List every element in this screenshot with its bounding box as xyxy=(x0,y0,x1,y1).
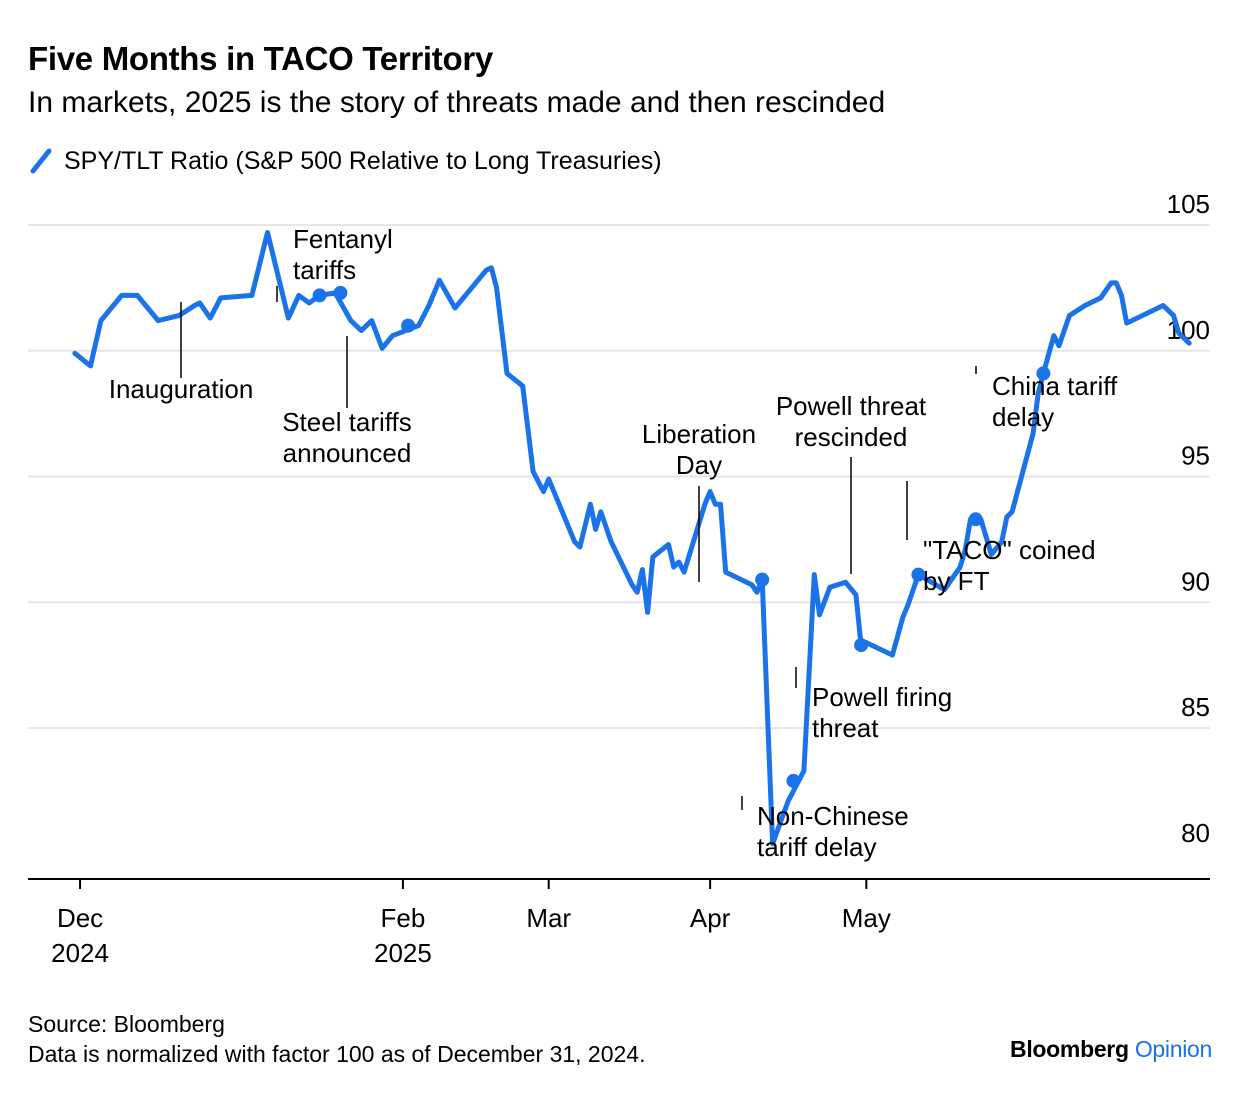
annotation-label: Steel tariffs xyxy=(282,407,412,437)
event-marker xyxy=(333,285,348,300)
normalization-note: Data is normalized with factor 100 as of… xyxy=(28,1041,646,1067)
annotation-label: delay xyxy=(992,402,1054,432)
annotation-label: Day xyxy=(676,450,722,480)
legend-line-icon xyxy=(30,148,52,174)
event-marker xyxy=(854,638,869,653)
annotation-label: "TACO" coined xyxy=(923,535,1096,565)
annotation-label: Liberation xyxy=(642,419,756,449)
legend-label: SPY/TLT Ratio (S&P 500 Relative to Long … xyxy=(64,146,662,175)
annotation-label: Non-Chinese xyxy=(757,801,909,831)
x-tick-label: Dec xyxy=(57,903,103,933)
x-tick-label: 2025 xyxy=(374,938,432,968)
y-tick-label: 105 xyxy=(1167,189,1210,219)
legend: SPY/TLT Ratio (S&P 500 Relative to Long … xyxy=(28,146,662,176)
event-marker xyxy=(312,288,327,303)
event-marker xyxy=(911,567,926,582)
brand-logo: Bloomberg Opinion xyxy=(1010,1036,1212,1063)
event-marker xyxy=(968,512,983,527)
annotation-label: Inauguration xyxy=(109,374,254,404)
annotation-label: Powell threat xyxy=(776,391,927,421)
annotation-label: Fentanyl xyxy=(293,224,393,254)
x-tick-label: 2024 xyxy=(51,938,109,968)
x-tick-label: Feb xyxy=(381,903,426,933)
source-note: Source: Bloomberg xyxy=(28,1011,225,1037)
annotation-label: by FT xyxy=(923,566,990,596)
chart-subtitle: In markets, 2025 is the story of threats… xyxy=(28,86,886,119)
annotation-label: tariff delay xyxy=(757,832,876,862)
x-tick-label: May xyxy=(842,903,891,933)
brand-accent: Opinion xyxy=(1134,1036,1212,1062)
event-marker xyxy=(755,572,770,587)
annotation-label: announced xyxy=(283,438,412,468)
y-tick-label: 90 xyxy=(1181,566,1210,596)
event-marker xyxy=(401,318,416,333)
y-tick-label: 80 xyxy=(1181,818,1210,848)
y-tick-label: 85 xyxy=(1181,692,1210,722)
x-tick-label: Mar xyxy=(526,903,571,933)
annotation-label: threat xyxy=(812,713,879,743)
annotation-label: tariffs xyxy=(293,255,356,285)
brand-main: Bloomberg xyxy=(1010,1036,1129,1062)
chart-title: Five Months in TACO Territory xyxy=(28,40,493,77)
event-marker xyxy=(1036,366,1051,381)
y-tick-label: 95 xyxy=(1181,441,1210,471)
annotation-label: China tariff xyxy=(992,371,1118,401)
x-tick-label: Apr xyxy=(690,903,731,933)
event-marker xyxy=(786,773,801,788)
annotation-label: Powell firing xyxy=(812,682,952,712)
annotation-label: rescinded xyxy=(795,422,908,452)
